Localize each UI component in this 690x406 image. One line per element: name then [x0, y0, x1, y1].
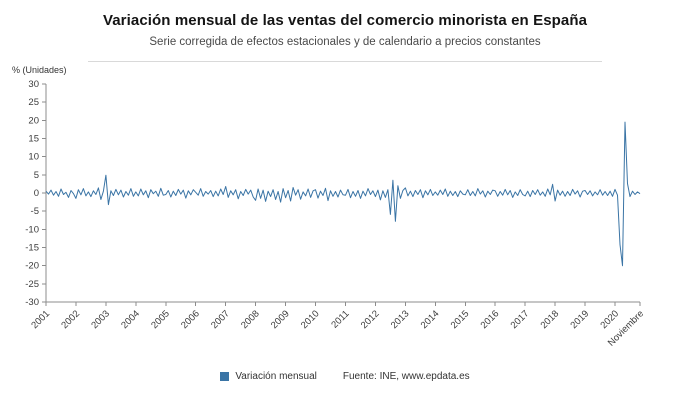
- x-tick-label: 2003: [89, 308, 112, 331]
- y-axis-unit-label: % (Unidades): [12, 65, 67, 75]
- x-tick-label: 2006: [179, 308, 202, 331]
- x-tick-label: 2015: [449, 308, 472, 331]
- y-tick-label: 30: [28, 79, 39, 90]
- x-tick-label: 2019: [568, 308, 591, 331]
- x-tick-label: 2011: [329, 308, 351, 330]
- x-tick-label: 2001: [29, 308, 52, 331]
- legend-series-swatch-icon: [220, 372, 230, 381]
- y-tick-label: -30: [25, 297, 39, 308]
- y-tick-label: 5: [34, 170, 39, 181]
- y-tick-label: -15: [25, 243, 39, 254]
- y-tick-label: -10: [25, 224, 39, 235]
- x-tick-label: 2013: [389, 308, 412, 331]
- legend-series-label: Variación mensual: [235, 371, 317, 382]
- series-line-variacion-mensual: [45, 121, 641, 267]
- y-tick-label: -20: [25, 261, 39, 272]
- chart-legend: Variación mensual Fuente: INE, www.epdat…: [0, 371, 690, 382]
- x-tick-label: 2005: [149, 308, 172, 331]
- x-tick-label: 2004: [119, 308, 142, 331]
- x-tick-label: 2010: [299, 308, 322, 331]
- x-tick-label: 2007: [209, 308, 232, 331]
- x-tick-label: 2017: [509, 308, 532, 331]
- chart-subtitle: Serie corregida de efectos estacionales …: [149, 36, 541, 48]
- x-tick-label: 2008: [239, 308, 262, 331]
- source-attribution: Fuente: INE, www.epdata.es: [342, 371, 470, 382]
- y-tick-label: 10: [28, 152, 39, 163]
- x-tick-label: 2002: [59, 308, 82, 331]
- y-tick-label: -5: [31, 206, 39, 217]
- x-tick-label: 2014: [419, 308, 442, 331]
- x-tick-label: 2018: [539, 308, 562, 331]
- y-tick-label: 20: [28, 115, 39, 126]
- x-tick-label: 2012: [359, 308, 382, 331]
- x-tick-label: 2016: [479, 308, 502, 331]
- y-tick-label: 25: [28, 97, 39, 108]
- chart-header: Variación mensual de las ventas del come…: [0, 12, 690, 48]
- x-tick-label: 2009: [269, 308, 292, 331]
- chart-title: Variación mensual de las ventas del come…: [102, 12, 588, 29]
- y-tick-label: 0: [34, 188, 39, 199]
- y-tick-label: 15: [28, 134, 39, 145]
- y-tick-label: -25: [25, 279, 39, 290]
- header-divider: [88, 61, 602, 62]
